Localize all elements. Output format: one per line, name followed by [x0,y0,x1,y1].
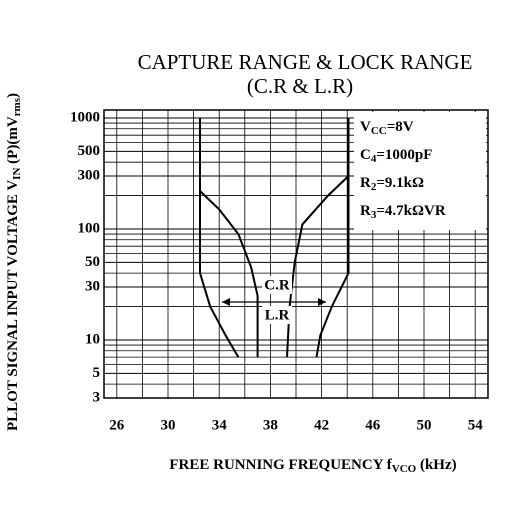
text-part: =1000pF [376,147,432,163]
text-part: R [360,203,371,219]
curve [315,118,350,358]
y-tick-label: 100 [78,220,101,236]
label-bg [262,306,292,324]
annotation: L.R [265,307,290,323]
param-text: R3=4.7kΩVR [360,203,446,220]
param-text: R2=9.1kΩ [360,175,424,192]
y-tick-label: 300 [78,167,101,183]
text-part: =9.1kΩ [376,175,424,191]
text-part: ) [5,93,21,98]
subscript: 4 [371,153,377,165]
annotation: C.R [264,277,290,293]
text-part: =4.7kΩVR [376,203,445,219]
y-axis-label: PLLOT SIGNAL INPUT VOLTAGE VIN (P)(mVrms… [5,93,22,431]
x-tick-label: 42 [314,417,329,433]
curve [199,190,259,358]
x-tick-label: 54 [468,417,484,433]
subscript: IN [11,168,23,180]
subscript: CC [371,125,387,137]
x-tick-label: 46 [365,417,381,433]
text-part: C [360,147,371,163]
curve [199,118,240,358]
y-tick-label: 1000 [70,109,100,125]
y-tick-label: 30 [85,278,100,294]
text-part: (kHz) [416,457,456,473]
chart-subtitle: (C.R & L.R) [247,74,353,98]
subscript: 3 [371,209,377,221]
subscript: VCO [392,463,417,475]
y-tick-label: 10 [85,331,100,347]
x-tick-label: 26 [109,417,125,433]
x-tick-label: 50 [417,417,432,433]
param-text: C4=1000pF [360,147,432,164]
y-tick-label: 50 [85,254,100,270]
text-part: FREE RUNNING FREQUENCY f [169,457,392,473]
text-part: =8V [387,119,414,135]
x-axis-label: FREE RUNNING FREQUENCY fVCO (kHz) [169,457,456,474]
x-tick-label: 38 [263,417,278,433]
text-part: V [360,119,371,135]
x-tick-label: 30 [161,417,176,433]
chart-title: CAPTURE RANGE & LOCK RANGE [138,50,473,74]
label-bg [262,276,292,294]
param-box [354,112,486,230]
param-text: VCC=8V [360,119,414,136]
y-tick-label: 5 [93,365,101,381]
y-tick-label: 500 [78,143,101,159]
text-part: PLLOT SIGNAL INPUT VOLTAGE V [5,180,21,431]
text-part: R [360,175,371,191]
x-tick-label: 34 [212,417,228,433]
text-part: (P)(mV [5,116,21,167]
y-tick-label: 3 [93,389,101,405]
subscript: 2 [371,181,377,193]
subscript: rms [11,97,23,116]
